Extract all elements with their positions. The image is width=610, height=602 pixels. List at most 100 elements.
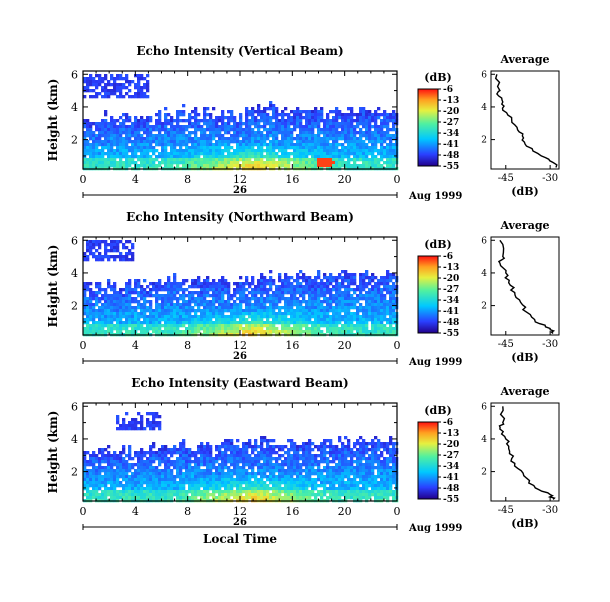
heatmap-cell [329,306,332,309]
heatmap-cell [320,158,323,161]
heatmap-cell [356,324,359,327]
heatmap-cell [242,472,245,475]
heatmap-cell [335,134,338,137]
heatmap-cell [245,297,248,300]
heatmap-cell [107,282,110,285]
heatmap-cell [176,481,179,484]
heatmap-cell [215,309,218,312]
heatmap-cell [377,318,380,321]
heatmap-cell [287,303,290,306]
heatmap-cell [152,128,155,131]
heatmap-cell [239,321,242,324]
heatmap-cell [326,276,329,279]
heatmap-cell [164,451,167,454]
heatmap-cell [167,297,170,300]
heatmap-cell [266,288,269,291]
heatmap-cell [179,113,182,116]
heatmap-cell [170,484,173,487]
heatmap-cell [182,484,185,487]
heatmap-cell [383,282,386,285]
heatmap-cell [260,149,263,152]
heatmap-cell [143,140,146,143]
heatmap-cell [278,294,281,297]
heatmap-cell [272,110,275,113]
heatmap-cell [131,496,134,499]
heatmap-cell [335,140,338,143]
heatmap-cell [320,146,323,149]
heatmap-cell [95,146,98,149]
heatmap-cell [128,490,131,493]
heatmap-cell [89,89,92,92]
average-frame [491,237,559,335]
heatmap-cell [311,312,314,315]
heatmap-cell [179,128,182,131]
heatmap-cell [269,279,272,282]
heatmap-cell [113,155,116,158]
heatmap-cell [257,164,260,167]
heatmap-cell [371,324,374,327]
heatmap-cell [158,415,161,418]
heatmap-cell [164,472,167,475]
heatmap-cell [137,149,140,152]
heatmap-cell [98,80,101,83]
heatmap-cell [161,294,164,297]
heatmap-cell [116,119,119,122]
heatmap-cell [314,140,317,143]
heatmap-cell [182,140,185,143]
heatmap-cell [314,134,317,137]
heatmap-cell [167,288,170,291]
heatmap-cell [272,122,275,125]
heatmap-cell [245,445,248,448]
heatmap-cell [314,291,317,294]
heatmap-cell [110,74,113,77]
heatmap-cell [110,146,113,149]
heatmap-cell [248,321,251,324]
heatmap-cell [203,288,206,291]
heatmap-cell [392,318,395,321]
heatmap-cell [272,125,275,128]
heatmap-cell [374,282,377,285]
heatmap-cell [125,303,128,306]
heatmap-cell [257,128,260,131]
heatmap-cell [371,164,374,167]
heatmap-cell [215,155,218,158]
heatmap-cell [89,457,92,460]
heatmap-cell [167,490,170,493]
heatmap-cell [125,155,128,158]
heatmap-cell [185,472,188,475]
heatmap-cell [386,113,389,116]
heatmap-cell [323,134,326,137]
heatmap-cell [134,161,137,164]
heatmap-cell [206,481,209,484]
heatmap-cell [167,475,170,478]
heatmap-cell [236,146,239,149]
heatmap-cell [215,472,218,475]
heatmap-cell [122,445,125,448]
heatmap-cell [179,442,182,445]
heatmap-cell [356,321,359,324]
heatmap-cell [161,478,164,481]
heatmap-cell [317,146,320,149]
heatmap-cell [128,119,131,122]
heatmap-cell [284,312,287,315]
heatmap-cell [353,324,356,327]
heatmap-cell [137,74,140,77]
heatmap-cell [230,481,233,484]
heatmap-cell [227,457,230,460]
heatmap-cell [191,475,194,478]
heatmap-cell [107,143,110,146]
heatmap-cell [164,137,167,140]
heatmap-cell [254,294,257,297]
heatmap-cell [227,324,230,327]
heatmap-cell [215,119,218,122]
heatmap-cell [242,155,245,158]
heatmap-cell [221,496,224,499]
heatmap-cell [224,454,227,457]
heatmap-cell [347,140,350,143]
heatmap-cell [236,161,239,164]
heatmap-cell [344,152,347,155]
heatmap-cell [173,140,176,143]
heatmap-cell [104,255,107,258]
heatmap-cell [371,116,374,119]
heatmap-cell [131,128,134,131]
